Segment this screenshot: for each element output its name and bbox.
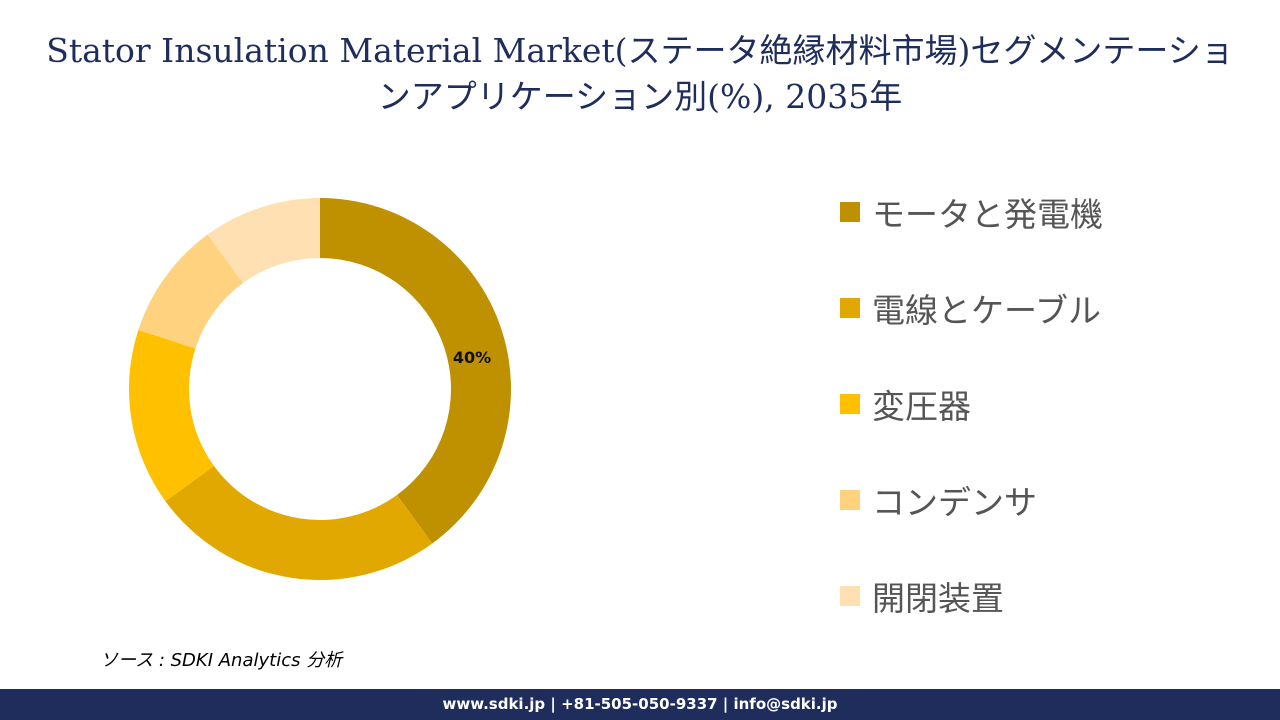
legend-swatch-3	[840, 394, 860, 414]
chart-legend: モータと発電機 電線とケーブル 変圧器コンデンサ開閉装置	[840, 164, 1260, 644]
legend-label-2: 電線とケーブル	[872, 291, 1102, 330]
legend-item-3: 変圧器	[840, 356, 1260, 452]
legend-label-4: コンデンサ	[872, 483, 1037, 522]
legend-item-4: コンデンサ	[840, 452, 1260, 548]
legend-item-1: モータと発電機	[840, 164, 1260, 260]
legend-swatch-2	[840, 298, 860, 318]
donut-slice-2	[165, 465, 433, 580]
donut-slice-5	[207, 198, 320, 284]
legend-swatch-4	[840, 490, 860, 510]
legend-swatch-5	[840, 586, 860, 606]
donut-slice-1	[320, 198, 511, 544]
donut-slice-3	[129, 329, 215, 502]
footer-contact-bar: www.sdki.jp | +81-505-050-9337 | info@sd…	[0, 689, 1280, 720]
donut-chart: 40%	[129, 198, 511, 580]
data-label-1: 40%	[453, 348, 491, 367]
legend-swatch-1	[840, 202, 860, 222]
chart-title: Stator Insulation Material Market(ステータ絶縁…	[46, 31, 1234, 116]
legend-item-2: 電線とケーブル	[840, 260, 1260, 356]
donut-slice-4	[138, 234, 244, 349]
legend-label-1: モータと発電機	[872, 195, 1103, 234]
legend-label-3: 変圧器	[872, 387, 971, 426]
legend-label-5: 開閉装置	[872, 579, 1004, 618]
source-note: ソース : SDKI Analytics 分析	[100, 650, 343, 671]
legend-item-5: 開閉装置	[840, 548, 1260, 644]
